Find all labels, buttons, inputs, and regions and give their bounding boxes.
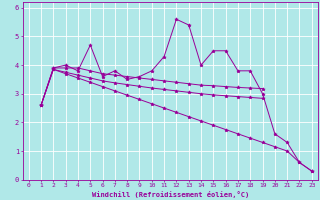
X-axis label: Windchill (Refroidissement éolien,°C): Windchill (Refroidissement éolien,°C) — [92, 191, 249, 198]
